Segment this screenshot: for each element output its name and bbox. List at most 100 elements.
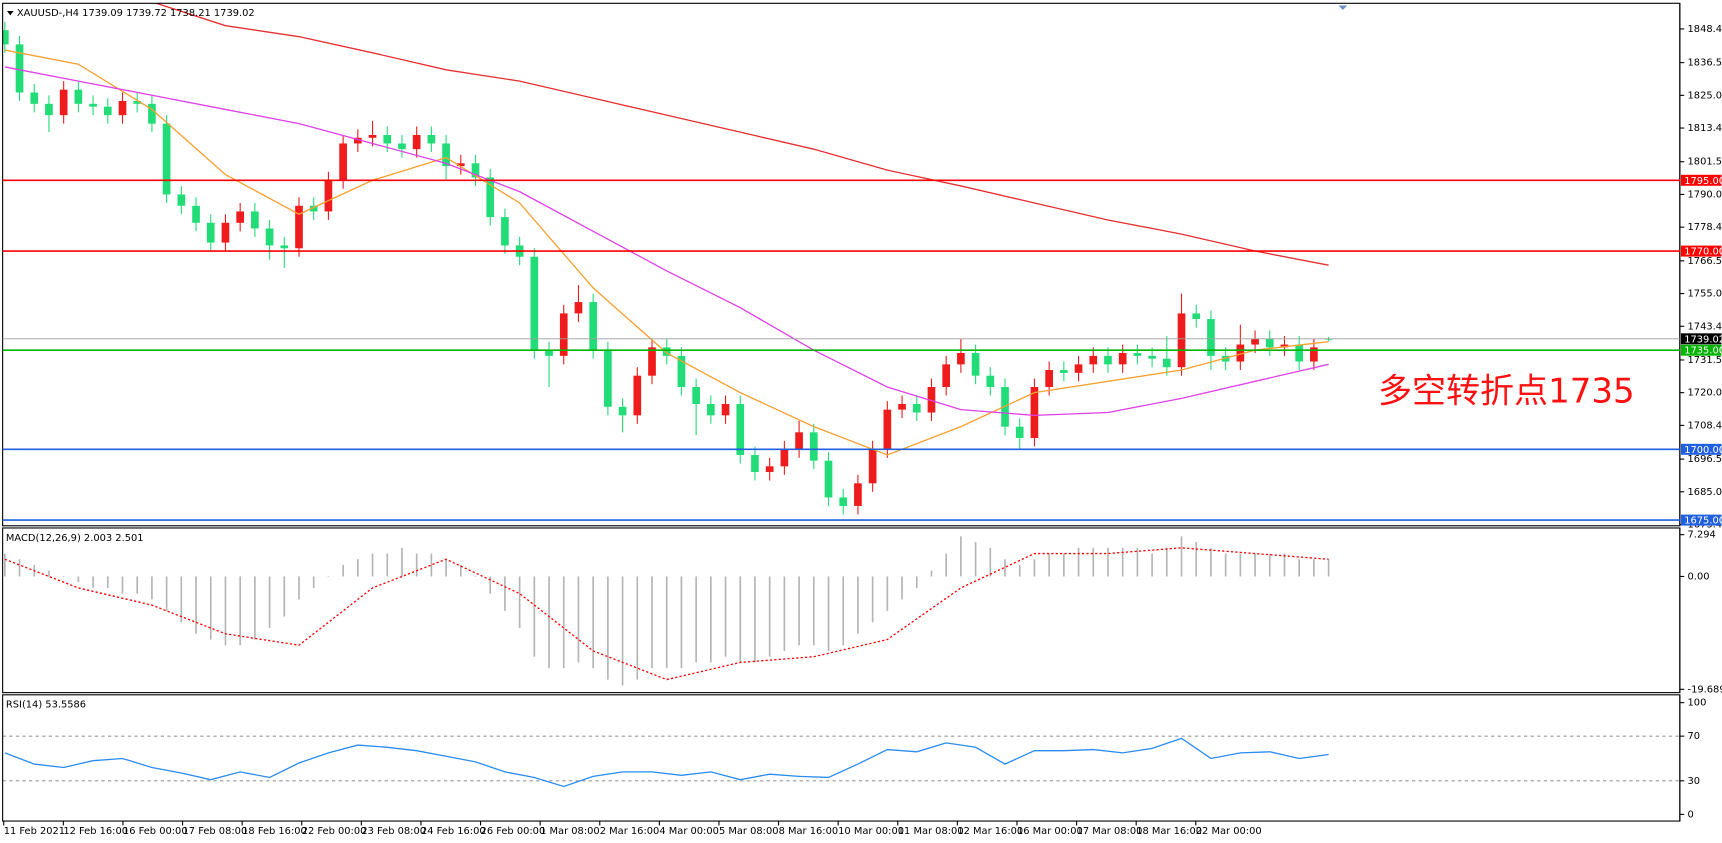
x-tick-label: 8 Mar 16:00 bbox=[779, 826, 839, 837]
candle-body bbox=[383, 134, 392, 144]
candle-body bbox=[412, 134, 421, 150]
x-tick-label: 5 Mar 08:00 bbox=[719, 826, 779, 837]
candle-body bbox=[839, 497, 848, 506]
macd-bar bbox=[1077, 547, 1080, 577]
y-tick-label: 1696.55 bbox=[1688, 454, 1722, 465]
macd-bar bbox=[842, 576, 845, 646]
y-tick-label: 1720.00 bbox=[1688, 388, 1722, 399]
macd-bar bbox=[1136, 547, 1139, 577]
macd-bar bbox=[1048, 553, 1050, 577]
candle-body bbox=[545, 350, 553, 356]
macd-bar bbox=[1327, 559, 1330, 577]
macd-bar bbox=[945, 553, 948, 577]
macd-bar bbox=[548, 576, 550, 669]
candle-body bbox=[30, 92, 39, 104]
macd-bar bbox=[1092, 547, 1095, 577]
candle-body bbox=[854, 483, 862, 506]
macd-bar bbox=[621, 576, 624, 686]
macd-bar bbox=[77, 576, 80, 583]
macd-bar bbox=[857, 576, 859, 634]
x-tick-label: 12 Feb 16:00 bbox=[63, 826, 128, 837]
macd-bar bbox=[651, 576, 653, 669]
macd-bar bbox=[1151, 553, 1153, 577]
shift-marker bbox=[1338, 5, 1348, 10]
candle-body bbox=[898, 404, 906, 410]
macd-bar bbox=[1239, 553, 1242, 577]
candle-body bbox=[1045, 370, 1053, 388]
x-tick-label: 22 Feb 00:00 bbox=[302, 826, 367, 837]
y-tick-label: 1836.55 bbox=[1688, 58, 1722, 69]
candle-body bbox=[824, 460, 833, 498]
macd-bar bbox=[1033, 559, 1036, 577]
macd-bar bbox=[960, 536, 962, 577]
candle-body bbox=[1295, 344, 1304, 362]
macd-bar bbox=[342, 564, 344, 577]
macd-bar bbox=[312, 576, 315, 588]
candle-body bbox=[148, 103, 156, 124]
x-tick-label: 26 Feb 00:00 bbox=[481, 826, 546, 837]
candle-body bbox=[1207, 319, 1215, 356]
x-tick-label: 2 Mar 16:00 bbox=[600, 826, 660, 837]
macd-bar bbox=[739, 576, 742, 663]
macd-bar bbox=[209, 576, 212, 640]
candle-body bbox=[1148, 355, 1156, 359]
level-line-box bbox=[1680, 245, 1722, 257]
candle-body bbox=[795, 432, 803, 450]
macd-bar bbox=[798, 576, 800, 646]
candle-body bbox=[192, 205, 200, 223]
candle-body bbox=[986, 375, 995, 388]
macd-bar bbox=[1210, 547, 1212, 577]
y-tick-label: 1766.55 bbox=[1688, 256, 1722, 267]
macd-bar bbox=[562, 576, 565, 669]
y-tick-label: 7.294 bbox=[1688, 530, 1716, 541]
candle-body bbox=[1251, 338, 1259, 345]
candle-body bbox=[1162, 358, 1171, 368]
candle-body bbox=[45, 103, 53, 116]
candle-body bbox=[574, 302, 583, 314]
macd-bar bbox=[1283, 553, 1286, 577]
macd-bar bbox=[224, 576, 227, 646]
rsi-line bbox=[4, 737, 1329, 788]
y-tick-label: 1778.45 bbox=[1688, 222, 1722, 233]
x-tick-label: 16 Feb 00:00 bbox=[123, 826, 188, 837]
candle-body bbox=[942, 364, 951, 388]
candle-body bbox=[1074, 364, 1083, 373]
candle-body bbox=[309, 205, 318, 212]
x-tick-label: 23 Feb 08:00 bbox=[361, 826, 426, 837]
macd-bar bbox=[1313, 559, 1315, 577]
price-line-label: 1739.02 bbox=[1684, 334, 1722, 345]
candle-body bbox=[280, 245, 289, 249]
candle-body bbox=[809, 432, 818, 461]
candle-body bbox=[648, 347, 656, 376]
y-tick-label: 1813.45 bbox=[1688, 123, 1722, 134]
macd-bar bbox=[886, 576, 889, 611]
macd-bar bbox=[4, 553, 6, 577]
x-tick-label: 10 Mar 00:00 bbox=[838, 826, 904, 837]
macd-bar bbox=[695, 576, 697, 663]
candle-body bbox=[559, 313, 568, 356]
macd-bar bbox=[195, 576, 197, 634]
y-tick-label: 100 bbox=[1688, 698, 1707, 709]
panel bbox=[4, 536, 1330, 686]
candle-body bbox=[1280, 344, 1289, 348]
candle-body bbox=[1015, 426, 1024, 438]
candle-body bbox=[1030, 387, 1039, 438]
macd-bar bbox=[445, 559, 447, 577]
macd-bar bbox=[518, 576, 521, 629]
candle-body bbox=[236, 211, 245, 223]
candle-body bbox=[59, 89, 68, 116]
y-tick-label: 70 bbox=[1688, 731, 1701, 742]
candle-body bbox=[1236, 344, 1245, 362]
macd-bar bbox=[92, 576, 94, 588]
macd-bar bbox=[915, 576, 918, 588]
macd-bar bbox=[121, 576, 124, 594]
level-line-label: 1770.00 bbox=[1684, 247, 1722, 258]
macd-bar bbox=[827, 576, 830, 651]
macd-bar bbox=[871, 576, 874, 623]
candle-body bbox=[133, 100, 142, 104]
candle-body bbox=[706, 404, 715, 416]
macd-bar bbox=[459, 564, 462, 577]
macd-bar bbox=[106, 576, 109, 588]
macd-bar bbox=[783, 576, 786, 651]
